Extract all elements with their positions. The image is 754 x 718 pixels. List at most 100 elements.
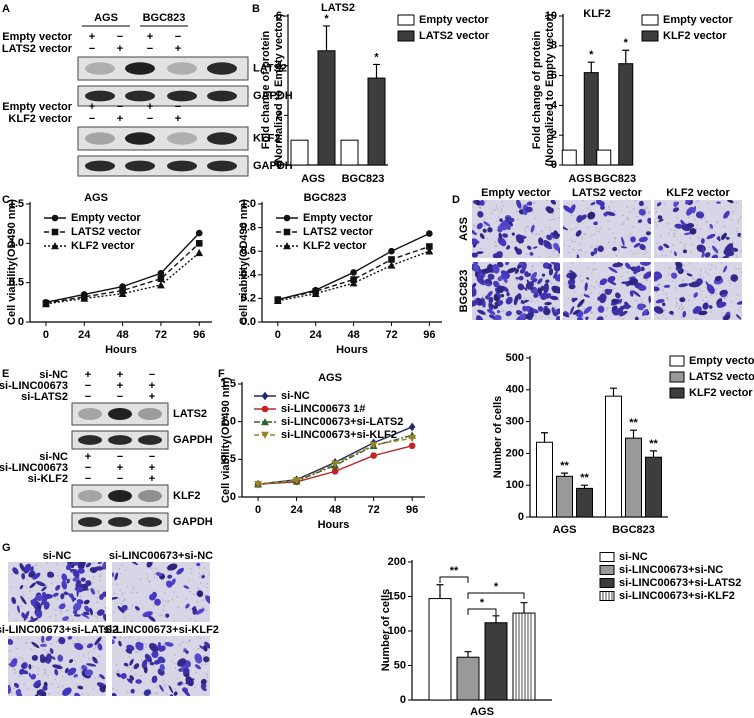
micrograph-cell xyxy=(483,221,491,227)
blot-band xyxy=(167,160,197,172)
micrograph-pore xyxy=(127,691,129,694)
micrograph-cell xyxy=(689,281,701,288)
condition-sign: − xyxy=(117,101,123,113)
micrograph-pore xyxy=(567,270,570,273)
legend-label: si-LINC00673 1# xyxy=(281,403,365,415)
micrograph-pore xyxy=(702,276,705,279)
y-tick-label: 200 xyxy=(388,556,406,568)
micrograph-pore xyxy=(153,605,156,607)
micrograph-pore xyxy=(123,599,126,601)
micrograph-pore xyxy=(197,587,200,590)
y-axis-label: Cell viability(OD490 nm) xyxy=(238,199,250,325)
condition-sign: − xyxy=(85,462,91,474)
y-tick-label: 500 xyxy=(506,352,524,364)
x-tick-label: 96 xyxy=(406,504,418,516)
micrograph-pore xyxy=(163,683,166,685)
data-point xyxy=(311,289,320,297)
bar xyxy=(618,63,634,166)
micrograph-pore xyxy=(55,619,57,622)
micrograph-cell xyxy=(164,642,174,647)
micrograph-cell xyxy=(633,265,641,275)
micrograph-pore xyxy=(558,217,560,219)
condition-sign: − xyxy=(175,31,181,43)
micrograph-cell xyxy=(155,572,163,577)
micrograph-pore xyxy=(534,282,536,285)
micrograph-pore xyxy=(608,228,610,230)
micrograph-pore xyxy=(683,264,685,266)
micrograph-pore xyxy=(15,647,18,649)
y-axis-label: (Normalized to Empty vector) xyxy=(273,13,285,166)
micrograph xyxy=(654,262,742,320)
legend-swatch xyxy=(669,371,685,383)
micrograph-cell xyxy=(99,593,104,600)
data-point xyxy=(425,247,434,255)
micrograph-cell xyxy=(658,219,664,223)
micrograph-pore xyxy=(535,281,538,283)
micrograph-cell xyxy=(39,643,47,647)
micrograph-cell xyxy=(30,566,34,573)
micrograph-pore xyxy=(485,314,488,317)
micrograph-cell xyxy=(116,672,122,678)
micrograph-pore xyxy=(626,218,629,221)
micrograph-pore xyxy=(498,223,500,226)
micrograph-pore xyxy=(56,598,59,601)
micrograph-cell xyxy=(548,268,554,276)
micrograph-cell xyxy=(541,273,546,277)
micrograph-pore xyxy=(706,221,708,223)
micrograph-cell xyxy=(596,316,604,320)
micrograph-pore xyxy=(99,575,102,577)
micrograph-pore xyxy=(699,274,702,276)
condition-label: si-NC xyxy=(39,369,68,381)
micrograph-pore xyxy=(113,611,115,614)
micrograph-pore xyxy=(58,663,61,666)
micrograph-pore xyxy=(164,600,167,603)
micrograph-cell xyxy=(71,563,75,569)
micrograph-pore xyxy=(189,590,192,593)
micrograph-cell xyxy=(81,665,88,671)
legend-marker xyxy=(51,214,59,222)
x-tick-label: 48 xyxy=(116,329,128,341)
micrograph-pore xyxy=(67,609,70,612)
micrograph-pore xyxy=(523,297,526,300)
micrograph-cell xyxy=(515,276,520,280)
micrograph-pore xyxy=(706,202,709,205)
micrograph-cell xyxy=(129,658,134,666)
micrograph-pore xyxy=(681,308,683,311)
micrograph-pore xyxy=(694,279,697,281)
micrograph-cell xyxy=(31,597,38,603)
micrograph-pore xyxy=(55,640,58,643)
micrograph-pore xyxy=(678,307,681,310)
error-bar xyxy=(373,63,380,79)
micrograph-cell xyxy=(568,283,576,290)
micrograph-pore xyxy=(665,317,667,320)
micrograph-pore xyxy=(37,673,40,675)
blot-band xyxy=(207,160,237,172)
y-tick-label: 400 xyxy=(506,384,524,396)
micrograph-cell xyxy=(8,639,14,645)
chart-title: KLF2 xyxy=(583,8,611,20)
micrograph-pore xyxy=(580,249,583,252)
micrograph-pore xyxy=(572,248,575,251)
micrograph-cell xyxy=(202,645,208,652)
x-axis-label: Hours xyxy=(105,344,137,356)
micrograph-cell xyxy=(157,656,166,664)
micrograph-cell xyxy=(475,200,481,206)
y-tick-label: 0.6 xyxy=(241,245,256,257)
micrograph-pore xyxy=(667,311,670,314)
micrograph-cell xyxy=(102,613,106,622)
micrograph-pore xyxy=(194,620,197,622)
condition-sign: + xyxy=(147,101,153,113)
legend-marker xyxy=(283,228,291,236)
micrograph-pore xyxy=(92,688,95,690)
condition-sign: + xyxy=(117,380,123,392)
micrograph-cell xyxy=(496,309,501,314)
micrograph-cell xyxy=(613,308,624,316)
y-tick-label: 0.0 xyxy=(241,316,256,328)
micrograph-cell xyxy=(544,301,552,306)
micrograph-cell xyxy=(533,288,539,295)
micrograph-pore xyxy=(197,648,199,650)
micrograph-pore xyxy=(626,216,629,219)
x-axis-label: Hours xyxy=(336,344,368,356)
micrograph-pore xyxy=(632,226,635,228)
micrograph-cell xyxy=(67,636,73,640)
